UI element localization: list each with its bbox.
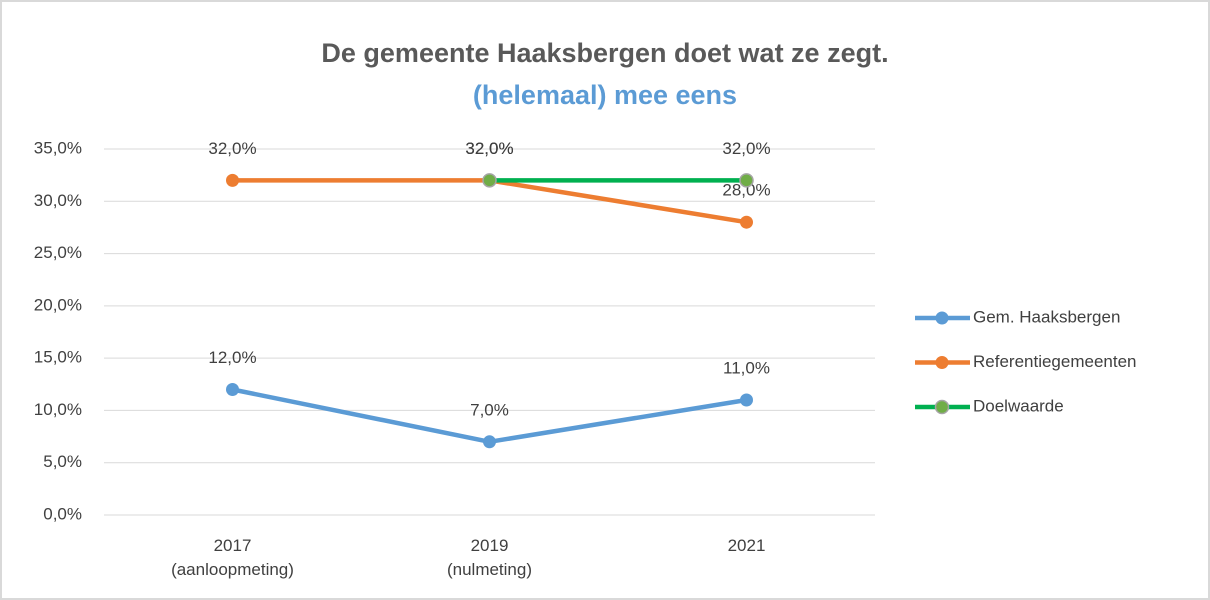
data-label: 7,0% — [470, 400, 509, 419]
y-tick-label: 25,0% — [34, 243, 82, 262]
data-label: 32,0% — [208, 139, 256, 158]
legend-marker — [934, 399, 950, 415]
data-label: 28,0% — [722, 181, 770, 200]
y-tick-label: 30,0% — [34, 191, 82, 210]
legend-label: Gem. Haaksbergen — [973, 307, 1120, 326]
x-tick-label: 2017 (aanloopmeting) — [171, 536, 294, 579]
data-label: 32,0% — [722, 139, 770, 158]
x-tick-line: 2017 — [214, 536, 252, 555]
data-label: 12,0% — [208, 348, 256, 367]
y-tick-label: 5,0% — [43, 452, 82, 471]
point — [226, 383, 239, 397]
y-tick-label: 35,0% — [34, 138, 82, 157]
x-tick-line: (aanloopmeting) — [171, 560, 294, 579]
point — [740, 215, 753, 229]
point — [739, 173, 754, 188]
legend-label: Doelwaarde — [973, 396, 1064, 415]
legend-label: Referentiegemeenten — [973, 352, 1137, 371]
legend-marker — [935, 356, 949, 369]
data-label: 11,0% — [723, 358, 770, 377]
chart-title: De gemeente Haaksbergen doet wat ze zegt… — [321, 38, 888, 68]
y-tick-label: 0,0% — [43, 504, 82, 523]
chart-subtitle: (helemaal) mee eens — [473, 80, 737, 110]
point — [482, 173, 497, 188]
y-tick-label: 10,0% — [34, 400, 82, 419]
legend-marker — [935, 311, 949, 325]
data-label: 32,0% — [465, 139, 513, 158]
data-label: 32,0% — [465, 139, 513, 158]
x-tick-line: 2021 — [728, 536, 766, 555]
point — [226, 173, 239, 187]
point — [740, 393, 753, 407]
x-tick-line: (nulmeting) — [447, 560, 532, 579]
x-tick-line: 2019 — [471, 536, 509, 555]
y-tick-label: 20,0% — [34, 295, 82, 314]
x-tick-label: 2021 — [728, 536, 766, 555]
y-tick-label: 15,0% — [34, 348, 82, 367]
point — [483, 435, 496, 449]
x-tick-label: 2019 (nulmeting) — [447, 536, 532, 579]
